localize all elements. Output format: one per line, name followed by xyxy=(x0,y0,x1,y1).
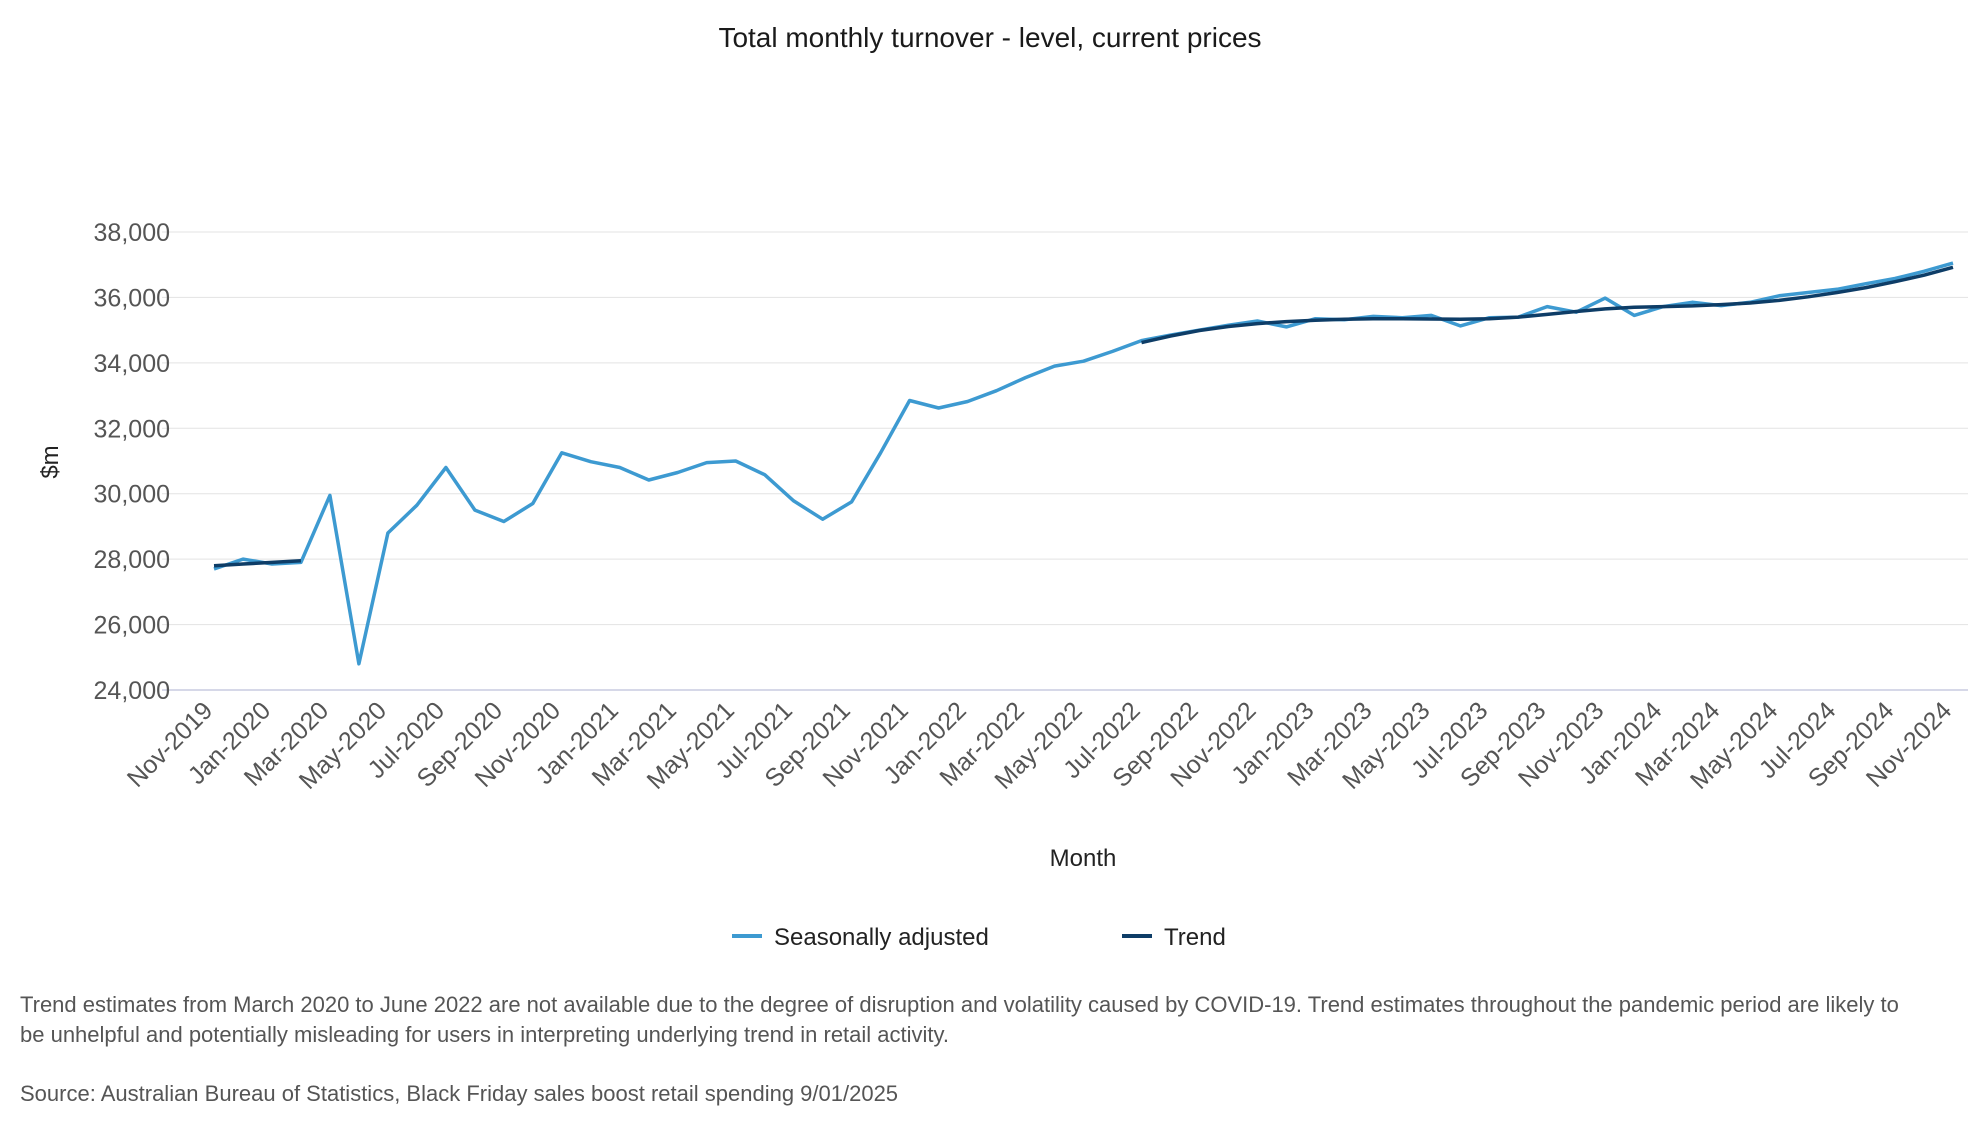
y-tick-label: 24,000 xyxy=(94,677,170,705)
legend-label-trend: Trend xyxy=(1164,924,1226,951)
y-tick-label: 26,000 xyxy=(94,612,170,640)
legend: Seasonally adjusted Trend xyxy=(732,924,1226,951)
y-tick-label: 36,000 xyxy=(94,284,170,312)
source-note: Source: Australian Bureau of Statistics,… xyxy=(20,1081,899,1106)
x-tick-labels: Nov-2019Jan-2020Mar-2020May-2020Jul-2020… xyxy=(122,696,1958,794)
series-line-seasonally-adjusted xyxy=(213,261,1954,666)
x-axis-title: Month xyxy=(1050,845,1117,872)
gridlines xyxy=(162,231,1968,691)
y-tick-label: 30,000 xyxy=(94,481,170,509)
y-tick-label: 32,000 xyxy=(94,415,170,443)
legend-label-seasonally-adjusted: Seasonally adjusted xyxy=(774,924,989,951)
y-axis-title: $m xyxy=(37,445,64,478)
y-tick-labels: 24,000 26,000 28,000 30,000 32,000 34,000 36,0… xyxy=(94,219,170,705)
series-line-trend xyxy=(213,559,301,568)
y-tick-label: 38,000 xyxy=(94,219,170,247)
chart-title: Total monthly turnover - level, current … xyxy=(718,22,1262,53)
series-line-trend xyxy=(1141,265,1954,345)
series-lines xyxy=(213,261,1954,666)
footnote: Trend estimates from March 2020 to June … xyxy=(20,992,1899,1047)
y-tick-label: 34,000 xyxy=(94,350,170,378)
y-tick-label: 28,000 xyxy=(94,546,170,574)
